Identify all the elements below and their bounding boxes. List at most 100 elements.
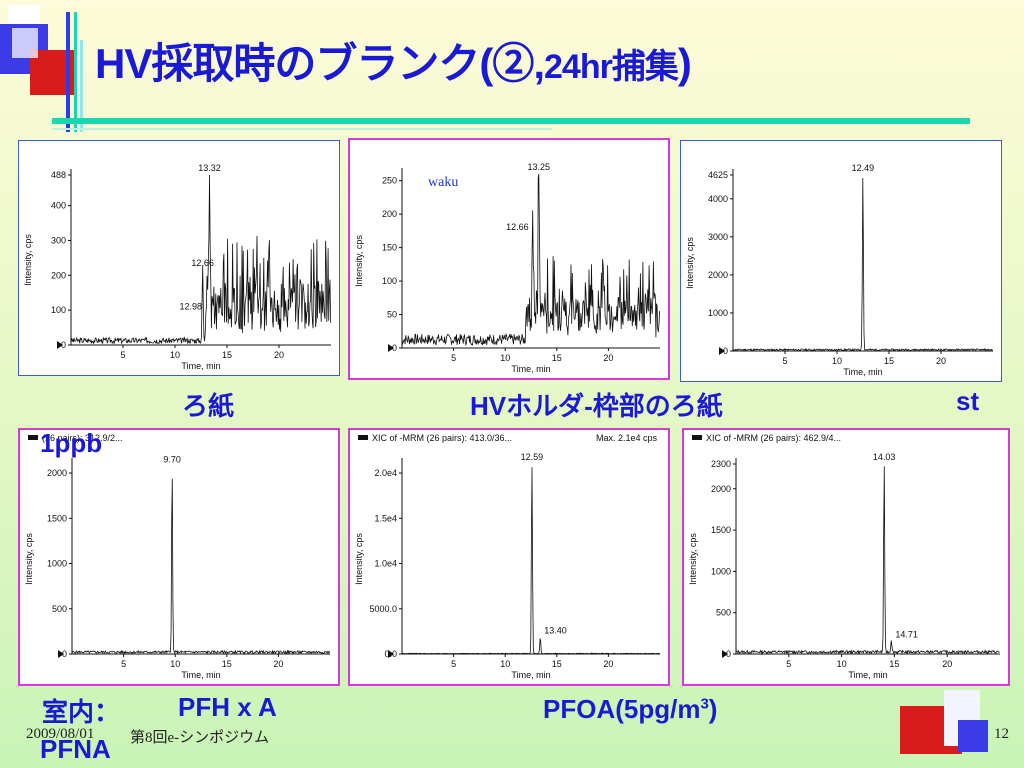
y-tick-label: 3000 — [708, 232, 728, 242]
y-tick-label: 1000 — [708, 308, 728, 318]
y-tick-label: 50 — [387, 310, 397, 320]
origin-marker — [57, 341, 63, 349]
y-tick-label: 1500 — [47, 513, 67, 523]
chart-svg: XIC of -MRM (26 pairs): 413.0/36... Max. … — [354, 433, 660, 680]
x-axis-label: Time, min — [511, 670, 550, 680]
y-tick-label: 4000 — [708, 194, 728, 204]
chromatogram-standard: 0 1000 2000 3000 4000 4625 5 10 15 20 Time, min Int… — [680, 140, 1002, 382]
x-tick-label: 20 — [942, 659, 952, 669]
origin-marker — [719, 347, 725, 355]
signal-trace — [735, 466, 1000, 655]
title-underline — [52, 118, 970, 124]
origin-marker — [58, 650, 64, 658]
caption-pfoa: PFOA(5pg/m3) — [543, 694, 718, 724]
peak-label: 14.03 — [873, 452, 896, 462]
signal-trace — [732, 177, 993, 352]
title-underline-2 — [52, 128, 552, 130]
y-axis-label: Intensity, cps — [688, 533, 698, 585]
x-tick-label: 15 — [222, 350, 232, 360]
chromatogram-holder-frame: 0 50 100 150 200 250 5 10 15 20 Time, min Intensity… — [348, 138, 670, 380]
chromatogram-pfoa: XIC of -MRM (26 pairs): 413.0/36... Max. … — [348, 428, 670, 686]
y-axis-label: Intensity, cps — [354, 533, 364, 585]
signal-trace — [401, 467, 660, 655]
y-tick-label: 2000 — [708, 270, 728, 280]
footer-date: 2009/08/01 — [26, 726, 95, 742]
deco-vline-3 — [80, 40, 83, 132]
y-tick-label: 0 — [726, 649, 731, 659]
signal-trace — [70, 174, 331, 345]
peak-label: 12.66 — [191, 258, 214, 268]
x-tick-label: 10 — [832, 356, 842, 366]
x-tick-label: 10 — [500, 353, 510, 363]
y-tick-label: 500 — [716, 608, 731, 618]
x-tick-label: 15 — [552, 659, 562, 669]
peak-label: 12.98 — [179, 302, 202, 312]
caption-filter-paper: ろ紙 — [182, 391, 235, 421]
y-tick-label: 1000 — [711, 566, 731, 576]
y-tick-label: 5000.0 — [369, 604, 397, 614]
y-tick-label: 1000 — [47, 559, 67, 569]
peak-label: 13.25 — [527, 162, 550, 172]
y-tick-label: 2.0e4 — [374, 468, 397, 478]
x-axis-label: Time, min — [181, 361, 220, 371]
y-axis-label: Intensity, cps — [685, 237, 695, 289]
x-axis-label: Time, min — [181, 670, 220, 680]
origin-marker — [388, 344, 394, 352]
y-tick-label: 1.5e4 — [374, 513, 397, 523]
y-tick-label: 4625 — [708, 170, 728, 180]
caption-pfhxa: PFH x A — [178, 692, 277, 722]
chart-svg: (26 pairs): 312.9/2... 0 500 1000 1500 2000 5 1… — [24, 433, 330, 680]
y-tick-label: 2300 — [711, 459, 731, 469]
x-tick-label: 15 — [552, 353, 562, 363]
deco-square-blue-br — [958, 720, 988, 752]
y-tick-label: 100 — [51, 305, 66, 315]
x-tick-label: 20 — [936, 356, 946, 366]
footer-page-number: 12 — [994, 726, 1009, 742]
y-tick-label: 0 — [62, 649, 67, 659]
x-tick-label: 5 — [782, 356, 787, 366]
chart-svg: XIC of -MRM (26 pairs): 462.9/4... 0 500 10… — [688, 433, 1000, 680]
peak-label: 13.40 — [544, 626, 567, 636]
chart-svg: 0 50 100 150 200 250 5 10 15 20 Time, min Intensity… — [354, 162, 660, 374]
deco-vline — [66, 12, 70, 132]
x-tick-label: 10 — [500, 659, 510, 669]
header-marker — [692, 435, 702, 440]
chart-header: (26 pairs): 312.9/2... — [42, 433, 123, 443]
y-tick-label: 1500 — [711, 525, 731, 535]
page-title: HV採取時のブランク(②,24hr捕集) — [95, 40, 692, 87]
x-tick-label: 15 — [889, 659, 899, 669]
y-tick-label: 0 — [61, 340, 66, 350]
caption-pfna: PFNA — [40, 734, 111, 764]
caption-holder-frame: HVホルダ-枠部のろ紙 — [470, 391, 723, 421]
x-tick-label: 5 — [121, 659, 126, 669]
x-tick-label: 20 — [603, 353, 613, 363]
footer-event: 第8回e-シンポジウム — [130, 730, 270, 746]
deco-vline-2 — [74, 12, 77, 132]
peak-label: 12.59 — [521, 452, 544, 462]
x-tick-label: 20 — [274, 350, 284, 360]
y-tick-label: 488 — [51, 170, 66, 180]
x-tick-label: 5 — [120, 350, 125, 360]
chart-header: XIC of -MRM (26 pairs): 462.9/4... — [706, 433, 841, 443]
x-axis-label: Time, min — [511, 364, 550, 374]
x-tick-label: 10 — [170, 659, 180, 669]
chart-header: XIC of -MRM (26 pairs): 413.0/36... — [372, 433, 512, 443]
peak-label: 9.70 — [163, 455, 181, 465]
x-tick-label: 20 — [273, 659, 283, 669]
deco-square-white-2 — [12, 28, 38, 58]
x-tick-label: 5 — [451, 353, 456, 363]
chromatogram-indoor-pfhxa: (26 pairs): 312.9/2... 0 500 1000 1500 2000 5 1… — [18, 428, 340, 686]
chart-header-max: Max. 2.1e4 cps — [596, 433, 658, 443]
x-tick-label: 5 — [451, 659, 456, 669]
y-tick-label: 2000 — [47, 468, 67, 478]
peak-label: 12.49 — [852, 163, 875, 173]
header-marker — [358, 435, 368, 440]
y-tick-label: 300 — [51, 235, 66, 245]
y-tick-label: 1.0e4 — [374, 559, 397, 569]
y-tick-label: 100 — [382, 276, 397, 286]
chromatogram-pfna: XIC of -MRM (26 pairs): 462.9/4... 0 500 10… — [682, 428, 1010, 686]
peak-label: 12.66 — [506, 222, 529, 232]
origin-marker — [722, 650, 728, 658]
chart-svg: 0 100 200 300 400 488 5 10 15 20 Time, min Intensit… — [23, 163, 331, 371]
x-axis-label: Time, min — [848, 670, 887, 680]
